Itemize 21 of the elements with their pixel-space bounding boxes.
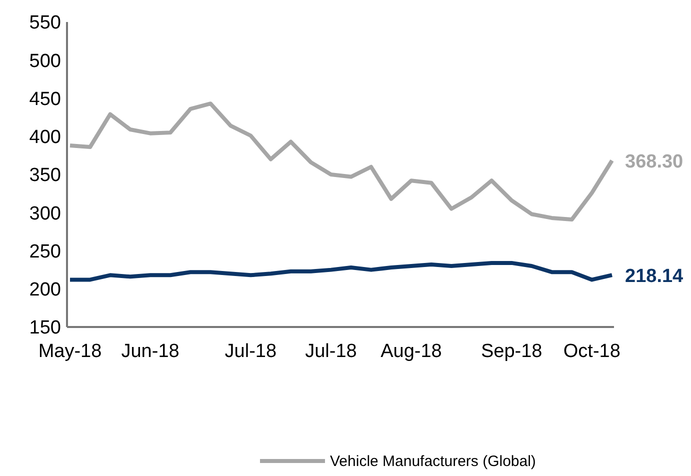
y-tick-label: 250: [29, 241, 61, 262]
x-tick-label: Aug-18: [380, 341, 442, 362]
y-tick-label: 400: [29, 127, 61, 148]
line-series: [68, 260, 614, 282]
x-tick-label: Jul-18: [305, 341, 357, 362]
x-tick-label: Sep-18: [480, 341, 542, 362]
y-tick-label: 550: [29, 12, 61, 34]
data-label: 218.14: [625, 266, 684, 288]
data-label: 368.30: [625, 152, 684, 173]
x-tick-label: Jun-18: [121, 341, 180, 362]
x-tick-label: May-18: [38, 341, 102, 362]
y-tick-label: 200: [29, 280, 61, 301]
y-tick-label: 350: [29, 165, 61, 186]
y-tick-label: 450: [29, 88, 61, 110]
line-series: [68, 102, 614, 222]
legend-label: Vehicle Manufacturers (Global): [330, 453, 536, 470]
y-tick-label: 150: [29, 318, 61, 339]
x-tick-label: Jul-18: [224, 341, 277, 362]
y-tick-label: 300: [29, 203, 61, 224]
x-tick-label: Oct-18: [563, 341, 620, 362]
y-tick-label: 500: [29, 50, 61, 72]
